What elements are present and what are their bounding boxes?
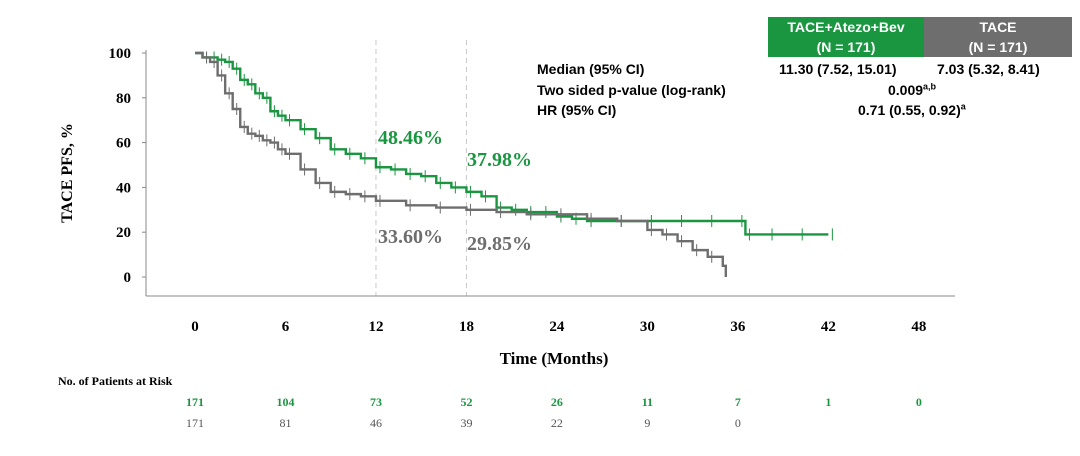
risk-arm1-value: 171 bbox=[186, 395, 204, 409]
risk-arm1-value: 1 bbox=[825, 395, 831, 409]
arm2-header: TACE (N = 171) bbox=[924, 17, 1072, 57]
risk-arm2-value: 46 bbox=[370, 416, 382, 430]
arm1-header: TACE+Atezo+Bev (N = 171) bbox=[768, 17, 924, 57]
median-arm2: 7.03 (5.32, 8.41) bbox=[937, 61, 1040, 77]
y-tick-label: 20 bbox=[116, 225, 131, 241]
y-tick-label: 40 bbox=[116, 180, 131, 196]
annotations: 48.46% 37.98% 33.60% 29.85% bbox=[378, 127, 532, 255]
risk-arm2-value: 9 bbox=[644, 416, 650, 430]
risk-arm2-value: 39 bbox=[460, 416, 472, 430]
y-tick-label: 0 bbox=[124, 270, 132, 286]
x-tick-label: 12 bbox=[368, 319, 383, 335]
x-tick-label: 48 bbox=[911, 319, 926, 335]
x-tick-label: 36 bbox=[730, 319, 746, 335]
annotation-label: 48.46% bbox=[378, 127, 443, 149]
tick-labels: 0 6 12 18 24 30 36 42 48 0 20 40 60 80 100 Time (Months… bbox=[59, 46, 926, 368]
x-tick-label: 30 bbox=[640, 319, 655, 335]
risk-arm2-value: 81 bbox=[279, 416, 291, 430]
x-tick-label: 6 bbox=[282, 319, 290, 335]
risk-table-title: No. of Patients at Risk bbox=[58, 374, 173, 388]
risk-arm2-value: 0 bbox=[735, 416, 741, 430]
y-tick-label: 60 bbox=[116, 136, 131, 152]
hr-superscript: a bbox=[960, 101, 966, 112]
x-tick-label: 0 bbox=[191, 319, 199, 335]
series-line-2 bbox=[195, 51, 728, 277]
risk-arm2-value: 171 bbox=[186, 416, 204, 430]
pvalue-number: 0.009 bbox=[888, 82, 924, 98]
hr-value: 0.71 (0.55, 0.92)a bbox=[858, 102, 966, 118]
x-axis-label: Time (Months) bbox=[500, 349, 609, 368]
series-line-1 bbox=[195, 51, 829, 236]
risk-arm1-value: 73 bbox=[370, 395, 382, 409]
y-tick-label: 100 bbox=[109, 46, 132, 62]
annotation-label: 29.85% bbox=[467, 233, 532, 255]
y-axis-label: TACE PFS, % bbox=[59, 123, 76, 223]
x-tick-label: 18 bbox=[459, 319, 474, 335]
hr-number: 0.71 (0.55, 0.92) bbox=[858, 102, 961, 118]
risk-arm1-value: 0 bbox=[916, 395, 922, 409]
pvalue-superscript: a,b bbox=[923, 81, 937, 92]
risk-arm1-value: 26 bbox=[551, 395, 563, 409]
y-tick-label: 80 bbox=[116, 91, 131, 107]
arm1-header-name: TACE+Atezo+Bev bbox=[787, 19, 905, 35]
risk-arm1-value: 11 bbox=[642, 395, 653, 409]
hr-label: HR (95% CI) bbox=[537, 102, 617, 118]
x-tick-label: 42 bbox=[821, 319, 836, 335]
arm2-header-name: TACE bbox=[979, 19, 1017, 35]
arm2-header-n: (N = 171) bbox=[968, 39, 1028, 55]
risk-arm1-value: 7 bbox=[735, 395, 741, 409]
annotation-label: 37.98% bbox=[467, 149, 532, 171]
pvalue-label: Two sided p-value (log-rank) bbox=[537, 82, 726, 98]
survival-curves bbox=[195, 51, 833, 277]
risk-arm1-value: 104 bbox=[276, 395, 294, 409]
median-label: Median (95% CI) bbox=[537, 61, 645, 77]
risk-arm2-value: 22 bbox=[551, 416, 563, 430]
median-arm1: 11.30 (7.52, 15.01) bbox=[779, 61, 897, 77]
arm1-header-n: (N = 171) bbox=[816, 39, 876, 55]
x-tick-label: 24 bbox=[549, 319, 565, 335]
pvalue-value: 0.009a,b bbox=[888, 82, 936, 98]
axes bbox=[142, 50, 955, 297]
risk-arm1-value: 52 bbox=[460, 395, 472, 409]
annotation-label: 33.60% bbox=[378, 226, 443, 248]
